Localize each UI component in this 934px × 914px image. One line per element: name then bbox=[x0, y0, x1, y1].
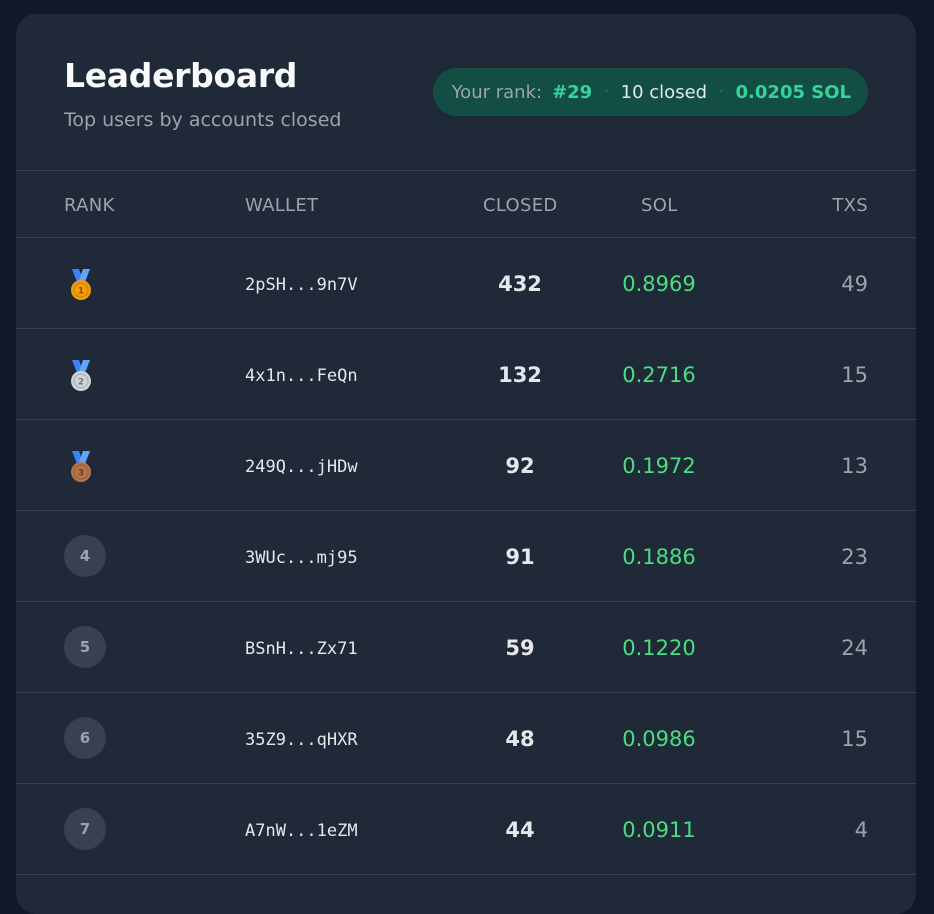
your-rank-label: Your rank: bbox=[451, 81, 543, 103]
column-header-closed: CLOSED bbox=[483, 195, 558, 216]
sol-amount: 0.1972 bbox=[622, 454, 696, 478]
silver-medal-icon: 2 bbox=[71, 360, 91, 391]
wallet-address[interactable]: A7nW...1eZM bbox=[245, 821, 358, 841]
separator-dot: · bbox=[719, 84, 724, 100]
tx-count: 15 bbox=[841, 363, 868, 387]
table-row: 6 35Z9...qHXR 48 0.0986 15 bbox=[16, 693, 916, 784]
gold-medal-icon: 1 bbox=[71, 269, 91, 300]
wallet-address[interactable]: 4x1n...FeQn bbox=[245, 366, 358, 386]
medal-rank-number: 1 bbox=[78, 287, 84, 297]
closed-count: 44 bbox=[505, 818, 535, 842]
wallet-address[interactable]: 3WUc...mj95 bbox=[245, 548, 358, 568]
medal-rank-number: 3 bbox=[78, 469, 84, 479]
closed-count: 432 bbox=[498, 272, 542, 296]
separator-dot: · bbox=[604, 84, 609, 100]
sol-amount: 0.0986 bbox=[622, 727, 696, 751]
your-rank-value: #29 bbox=[552, 81, 593, 103]
closed-count: 132 bbox=[498, 363, 542, 387]
sol-amount: 0.1220 bbox=[622, 636, 696, 660]
tx-count: 24 bbox=[841, 636, 868, 660]
wallet-address[interactable]: 35Z9...qHXR bbox=[245, 730, 358, 750]
table-body: 1 2pSH...9n7V 432 0.8969 49 2 4x1n...FeQn 132 0.… bbox=[16, 238, 916, 875]
rank-badge: 5 bbox=[64, 626, 106, 668]
page-subtitle: Top users by accounts closed bbox=[64, 109, 342, 131]
rank-badge: 4 bbox=[64, 535, 106, 577]
tx-count: 15 bbox=[841, 727, 868, 751]
sol-amount: 0.1886 bbox=[622, 545, 696, 569]
column-header-rank: RANK bbox=[64, 195, 115, 216]
wallet-address[interactable]: 2pSH...9n7V bbox=[245, 275, 358, 295]
column-header-txs: TXS bbox=[832, 195, 868, 216]
closed-count: 91 bbox=[505, 545, 535, 569]
closed-count: 48 bbox=[505, 727, 535, 751]
table-row: 2 4x1n...FeQn 132 0.2716 15 bbox=[16, 329, 916, 420]
leaderboard-card: Leaderboard Top users by accounts closed… bbox=[16, 14, 916, 914]
column-header-wallet: WALLET bbox=[245, 195, 319, 216]
table-row: 1 2pSH...9n7V 432 0.8969 49 bbox=[16, 238, 916, 329]
wallet-address[interactable]: 249Q...jHDw bbox=[245, 457, 358, 477]
table-row: 3 249Q...jHDw 92 0.1972 13 bbox=[16, 420, 916, 511]
column-header-sol: SOL bbox=[641, 195, 678, 216]
tx-count: 13 bbox=[841, 454, 868, 478]
table-row: 4 3WUc...mj95 91 0.1886 23 bbox=[16, 511, 916, 602]
sol-amount: 0.2716 bbox=[622, 363, 696, 387]
page-title: Leaderboard bbox=[64, 56, 298, 95]
tx-count: 23 bbox=[841, 545, 868, 569]
bronze-medal-icon: 3 bbox=[71, 451, 91, 482]
rank-badge: 6 bbox=[64, 717, 106, 759]
tx-count: 49 bbox=[841, 272, 868, 296]
closed-count: 92 bbox=[505, 454, 535, 478]
table-row: 7 A7nW...1eZM 44 0.0911 4 bbox=[16, 784, 916, 875]
your-sol-amount: 0.0205 SOL bbox=[735, 81, 851, 103]
table-row: 5 BSnH...Zx71 59 0.1220 24 bbox=[16, 602, 916, 693]
leaderboard-header: Leaderboard Top users by accounts closed… bbox=[16, 14, 916, 171]
sol-amount: 0.8969 bbox=[622, 272, 696, 296]
sol-amount: 0.0911 bbox=[622, 818, 696, 842]
medal-rank-number: 2 bbox=[78, 378, 84, 388]
your-rank-badge: Your rank: #29 · 10 closed · 0.0205 SOL bbox=[432, 68, 868, 116]
tx-count: 4 bbox=[854, 818, 868, 842]
closed-count: 59 bbox=[505, 636, 535, 660]
wallet-address[interactable]: BSnH...Zx71 bbox=[245, 639, 358, 659]
rank-badge: 7 bbox=[64, 808, 106, 850]
table-header: RANK WALLET CLOSED SOL TXS bbox=[16, 171, 916, 238]
your-closed-count: 10 closed bbox=[620, 81, 708, 103]
